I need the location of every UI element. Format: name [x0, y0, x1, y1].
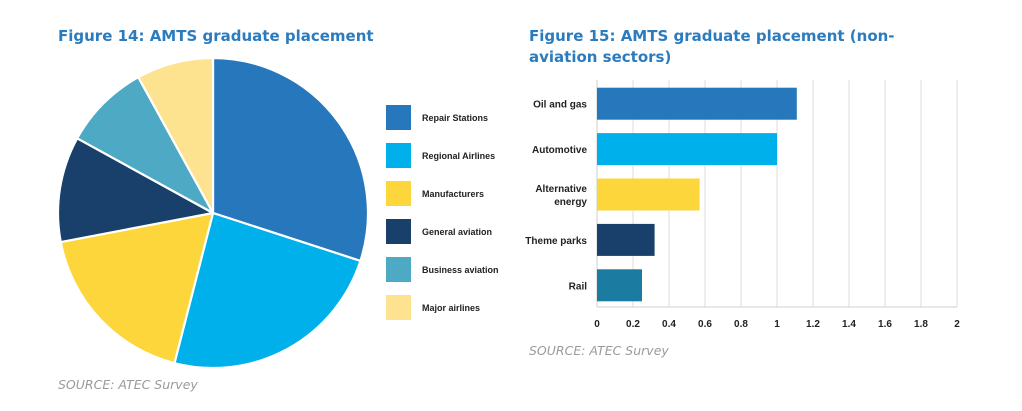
legend-label: Regional Airlines [422, 151, 495, 161]
bar-rail [597, 269, 642, 302]
category-label-oil-and-gas: Oil and gas [533, 100, 587, 111]
figure-14-source: SOURCE: ATEC Survey [58, 377, 198, 392]
legend-swatch [386, 257, 411, 282]
x-tick-label: 0.6 [698, 319, 712, 330]
legend-item-repair-stations: Repair Stations [386, 105, 488, 130]
x-tick-label: 1.2 [806, 319, 820, 330]
category-label-rail: Rail [569, 281, 588, 292]
legend-label: Repair Stations [422, 113, 488, 123]
pie-slice-repair-stations [211, 56, 370, 262]
figure-15-title: Figure 15: AMTS graduate placement (non-… [529, 27, 895, 66]
legend-swatch [386, 219, 411, 244]
legend-item-general-aviation: General aviation [386, 219, 492, 244]
x-tick-label: 1.6 [878, 319, 892, 330]
legend-swatch [386, 143, 411, 168]
legend-swatch [386, 295, 411, 320]
x-tick-label: 0.2 [626, 319, 640, 330]
x-tick-label: 0.4 [662, 319, 676, 330]
pie-slice-major-airlines [137, 56, 215, 215]
pie-slice-regional-airlines [173, 211, 362, 370]
pie-slice-manufacturers [59, 211, 215, 365]
bar-oil-and-gas [597, 87, 797, 120]
figure-15-source: SOURCE: ATEC Survey [529, 343, 669, 358]
legend-label: Business aviation [422, 265, 499, 275]
pie-slice-business-aviation [76, 76, 215, 215]
legend-item-business-aviation: Business aviation [386, 257, 499, 282]
bar-theme-parks [597, 223, 655, 256]
bar-alternative-energy [597, 178, 700, 211]
legend-swatch [386, 181, 411, 206]
category-label-theme-parks: Theme parks [525, 236, 587, 247]
legend-label: General aviation [422, 227, 492, 237]
x-tick-label: 0.8 [734, 319, 748, 330]
legend-label: Manufacturers [422, 189, 484, 199]
legend-swatch [386, 105, 411, 130]
x-tick-label: 1.4 [842, 319, 856, 330]
figure-14-title: Figure 14: AMTS graduate placement [58, 27, 374, 45]
category-label-alternative-energy: Alternative energy [535, 184, 587, 208]
x-tick-label: 2 [954, 319, 960, 330]
x-tick-label: 0 [594, 319, 600, 330]
category-label-automotive: Automotive [532, 145, 587, 156]
bar-chart: Oil and gas Automotive Alternative energy Th… [525, 80, 960, 330]
pie-legend: Repair Stations Regional Airlines Manufact… [386, 105, 499, 320]
x-tick-label: 1.8 [914, 319, 928, 330]
legend-label: Major airlines [422, 303, 480, 313]
legend-item-regional-airlines: Regional Airlines [386, 143, 495, 168]
legend-item-major-airlines: Major airlines [386, 295, 480, 320]
pie-slice-general-aviation [56, 137, 215, 244]
x-tick-label: 1 [774, 319, 780, 330]
pie-chart [56, 56, 370, 370]
bar-automotive [597, 133, 777, 166]
legend-item-manufacturers: Manufacturers [386, 181, 484, 206]
